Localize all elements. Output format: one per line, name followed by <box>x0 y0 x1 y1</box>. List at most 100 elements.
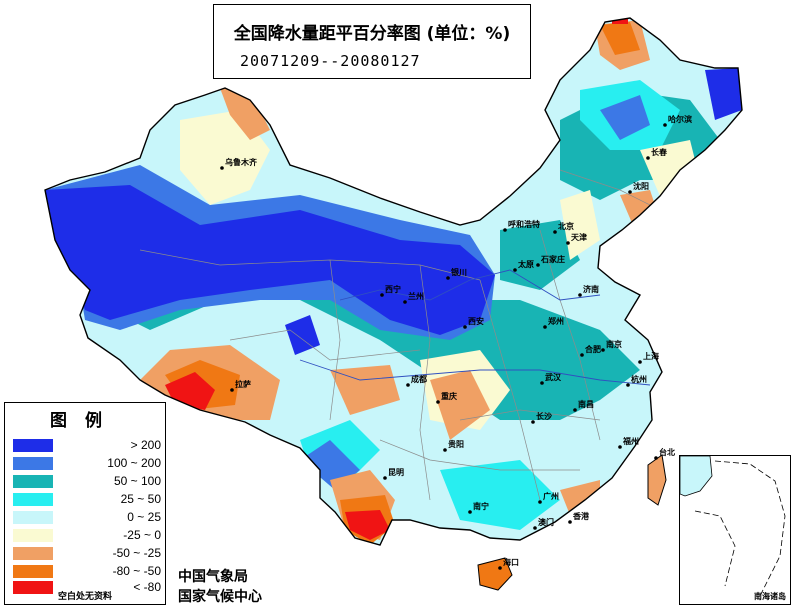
zone-neg80-neg50-north <box>600 22 640 55</box>
org-ncc: 国家气候中心 <box>178 589 262 605</box>
city-marker <box>220 166 224 170</box>
city-label: 兰州 <box>408 291 424 301</box>
legend-row: 50 ~ 100 <box>13 473 163 490</box>
zone-under-neg80-yunnan <box>345 510 390 540</box>
city-marker <box>638 360 642 364</box>
city-marker <box>654 456 658 460</box>
city-label: 香港 <box>572 511 590 521</box>
legend-swatch <box>13 565 53 578</box>
zone-neg50-neg25-altai <box>220 88 270 140</box>
zone-neg25-0-hebei <box>560 190 600 260</box>
city-label: 拉萨 <box>235 379 251 389</box>
city-marker <box>553 230 557 234</box>
zone-neg50-neg25-chongqing <box>430 370 490 440</box>
china-outline <box>44 17 743 546</box>
zone-under-neg80-mohe <box>612 18 628 24</box>
taiwan-island <box>647 454 667 506</box>
city-marker <box>503 228 507 232</box>
zone-50-100-north <box>500 220 580 290</box>
city-label: 石家庄 <box>540 254 565 264</box>
legend-swatch <box>13 475 53 488</box>
city-label: 昆明 <box>388 467 404 477</box>
legend-label: > 200 <box>130 438 161 452</box>
city-label: 天津 <box>571 232 587 242</box>
city-marker <box>380 293 384 297</box>
legend-swatch <box>13 493 53 506</box>
legend-row: 25 ~ 50 <box>13 491 163 508</box>
city-label: 澳门 <box>538 517 554 527</box>
legend-row: -50 ~ -25 <box>13 545 163 562</box>
city-marker <box>580 353 584 357</box>
city-label: 合肥 <box>584 344 601 354</box>
city-label: 杭州 <box>631 374 647 384</box>
legend-label: 100 ~ 200 <box>107 456 161 470</box>
city-label: 银川 <box>450 267 467 277</box>
city-label: 长春 <box>651 147 667 157</box>
city-label: 西宁 <box>385 284 401 294</box>
zone-100-200-jilin <box>600 95 650 140</box>
zone-over-200-qinghai <box>285 315 320 355</box>
org-cma: 中国气象局 <box>178 569 248 585</box>
city-marker <box>230 388 234 392</box>
hainan-island <box>477 557 513 591</box>
legend-title: 图例 <box>50 411 120 431</box>
city-label: 台北 <box>659 447 675 457</box>
city-label: 西安 <box>468 316 484 326</box>
city-marker <box>628 190 632 194</box>
inset-boundary-line <box>714 460 786 597</box>
zone-over-200-northwest <box>45 185 495 335</box>
date-range: 20071209--20080127 <box>240 52 421 70</box>
city-label: 济南 <box>583 284 599 294</box>
city-label: 乌鲁木齐 <box>225 157 258 167</box>
legend-swatch <box>13 547 53 560</box>
city-marker <box>403 300 407 304</box>
legend-row: 0 ~ 25 <box>13 509 163 526</box>
city-marker <box>406 383 410 387</box>
inset-map <box>680 456 786 597</box>
city-marker <box>626 383 630 387</box>
legend-swatch <box>13 581 53 594</box>
city-marker <box>540 381 544 385</box>
legend-row: > 200 <box>13 437 163 454</box>
city-label: 北京 <box>558 221 574 231</box>
city-marker <box>646 156 650 160</box>
city-marker <box>663 123 667 127</box>
city-marker <box>533 526 537 530</box>
city-label: 贵阳 <box>448 439 464 449</box>
city-label: 南昌 <box>578 399 594 409</box>
legend-swatch <box>13 511 53 524</box>
legend-box: 图例 > 200 100 ~ 200 50 ~ 100 25 ~ 50 0 ~ … <box>4 402 166 605</box>
city-marker <box>538 500 542 504</box>
city-marker <box>531 420 535 424</box>
city-marker <box>536 263 540 267</box>
city-marker <box>578 293 582 297</box>
city-label: 沈阳 <box>633 181 649 191</box>
city-marker <box>618 445 622 449</box>
zone-over-200-heilongjiang <box>705 68 742 120</box>
city-marker <box>383 476 387 480</box>
city-label: 广州 <box>543 491 559 501</box>
province-boundaries <box>139 169 661 501</box>
legend-label: -50 ~ -25 <box>112 546 161 560</box>
city-label: 太原 <box>517 259 534 269</box>
city-label: 武汉 <box>545 372 562 382</box>
city-marker <box>543 325 547 329</box>
city-marker <box>498 566 502 570</box>
legend-row: < -80 <box>13 579 163 596</box>
legend-swatch <box>13 457 53 470</box>
city-label: 南宁 <box>473 501 489 511</box>
city-marker <box>573 408 577 412</box>
legend-swatch <box>13 439 53 452</box>
city-label: 重庆 <box>441 391 457 401</box>
rivers <box>299 269 651 386</box>
city-label: 海口 <box>503 557 519 567</box>
legend-label: -25 ~ 0 <box>123 528 161 542</box>
legend-label: 25 ~ 50 <box>120 492 161 506</box>
city-marker <box>568 520 572 524</box>
title-box: 全国降水量距平百分率图 (单位：%) 20071209--20080127 <box>213 4 531 79</box>
legend-label: 50 ~ 100 <box>113 474 161 488</box>
inset-label: 南海诸岛 <box>754 592 786 601</box>
city-label: 南京 <box>606 339 622 349</box>
